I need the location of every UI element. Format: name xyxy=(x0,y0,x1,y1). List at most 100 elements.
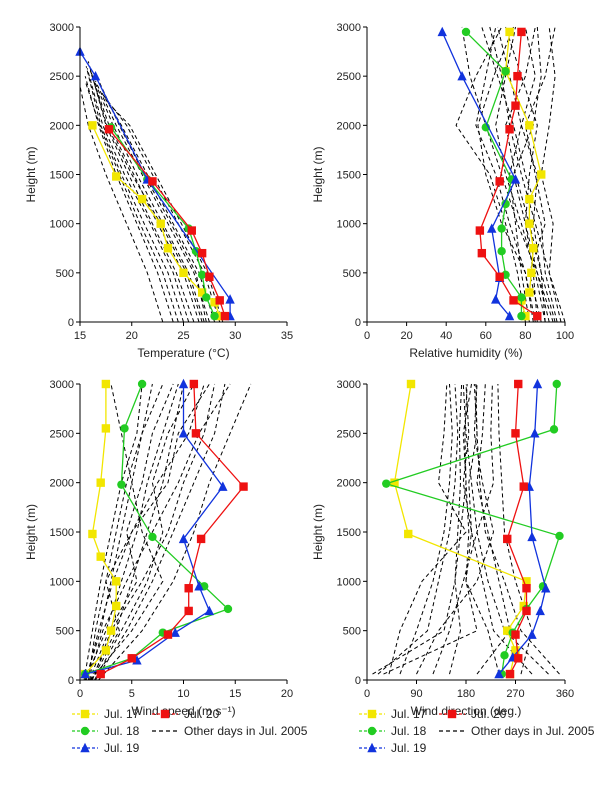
y-tick-label: 2500 xyxy=(50,428,74,440)
point-jul-18 xyxy=(497,224,506,233)
point-jul-19 xyxy=(80,668,90,679)
legend-entry: Jul. 18 xyxy=(72,724,140,738)
legend-marker xyxy=(80,709,90,719)
series-line-jul-18 xyxy=(465,31,523,317)
other-day-line-14 xyxy=(512,26,554,323)
point-jul-18 xyxy=(148,532,157,542)
x-tick-label: 35 xyxy=(281,330,293,342)
legend-label: Jul. 20 xyxy=(184,707,220,721)
panel-2: 0 500 1000 1500 2000 2500 3000 0 20 40 60 80 100 Rela… xyxy=(311,22,574,360)
point-jul-20 xyxy=(197,248,207,258)
y-tick-label: 0 xyxy=(355,675,361,687)
point-jul-18 xyxy=(137,379,147,389)
point-jul-17 xyxy=(163,244,173,253)
legend-label: Jul. 18 xyxy=(391,724,427,738)
point-jul-18 xyxy=(555,531,564,541)
point-jul-20 xyxy=(495,272,504,281)
point-jul-19 xyxy=(491,294,501,304)
point-jul-17 xyxy=(88,529,97,539)
point-jul-19 xyxy=(178,533,189,544)
other-day-line-3 xyxy=(85,66,184,323)
point-jul-17 xyxy=(96,552,105,561)
x-tick-label: 0 xyxy=(364,330,370,342)
point-jul-20 xyxy=(505,125,514,134)
x-tick-label: 30 xyxy=(229,330,241,342)
point-jul-19 xyxy=(541,583,551,593)
y-tick-label: 500 xyxy=(56,268,74,280)
other-day-line-12 xyxy=(477,26,534,323)
other-day-line-9 xyxy=(416,383,495,675)
other-day-line-10 xyxy=(94,383,195,681)
other-day-line-8 xyxy=(89,383,164,681)
point-jul-20 xyxy=(514,654,523,663)
y-tick-label: 1500 xyxy=(50,527,74,539)
point-jul-19 xyxy=(510,174,521,184)
point-jul-18 xyxy=(552,379,561,389)
x-tick-label: 180 xyxy=(457,688,475,700)
point-jul-20 xyxy=(191,429,201,438)
point-jul-17 xyxy=(525,219,534,228)
other-day-line-4 xyxy=(95,383,226,681)
y-tick-label: 3000 xyxy=(337,22,361,34)
point-jul-18 xyxy=(501,199,510,209)
point-jul-20 xyxy=(215,296,224,305)
x-axis-label: Temperature (°C) xyxy=(137,346,229,360)
other-day-line-10 xyxy=(475,383,560,675)
point-jul-19 xyxy=(178,428,189,438)
point-jul-20 xyxy=(509,296,518,305)
legend-entry: Jul. 19 xyxy=(72,741,140,755)
other-day-line-7 xyxy=(95,80,210,323)
point-jul-18 xyxy=(461,27,471,37)
point-jul-17 xyxy=(101,424,111,433)
y-tick-label: 500 xyxy=(343,268,361,280)
point-jul-17 xyxy=(156,219,165,228)
point-jul-20 xyxy=(184,606,193,616)
other-day-line-6 xyxy=(399,383,453,675)
legend-entry: Jul. 19 xyxy=(359,741,427,755)
point-jul-17 xyxy=(503,626,512,635)
panel-1: 0 500 1000 1500 2000 2500 3000 15 20 25 30 35 Temper… xyxy=(24,22,293,360)
point-jul-17 xyxy=(96,478,105,487)
point-jul-20 xyxy=(533,311,542,321)
other-day-line-12 xyxy=(464,383,500,675)
legend-entry: Jul. 20 xyxy=(439,707,507,721)
panel-4: 0 500 1000 1500 2000 2500 3000 0 90 180 270 360 Wind… xyxy=(311,378,574,718)
point-jul-17 xyxy=(112,577,121,586)
point-jul-19 xyxy=(457,70,467,81)
other-day-line-1 xyxy=(79,85,164,323)
legend-entry: Other days in Jul. 2005 xyxy=(152,724,308,738)
legend-entry: Other days in Jul. 2005 xyxy=(439,724,595,738)
x-tick-label: 270 xyxy=(506,688,524,700)
point-jul-19 xyxy=(194,581,204,591)
point-jul-17 xyxy=(106,626,116,635)
y-tick-label: 3000 xyxy=(50,379,74,391)
point-jul-17 xyxy=(112,601,121,611)
point-jul-20 xyxy=(104,125,114,134)
legend-marker xyxy=(447,709,457,719)
y-tick-label: 0 xyxy=(355,317,361,329)
point-jul-19 xyxy=(504,310,515,321)
legend-label: Jul. 18 xyxy=(104,724,140,738)
point-jul-19 xyxy=(170,627,180,637)
other-day-line-13 xyxy=(88,383,174,681)
point-jul-20 xyxy=(517,27,526,37)
y-tick-label: 2500 xyxy=(337,428,361,440)
y-axis-label: Height (m) xyxy=(311,504,325,560)
point-jul-17 xyxy=(537,170,546,179)
x-tick-label: 360 xyxy=(556,688,574,700)
y-tick-label: 3000 xyxy=(50,22,74,34)
point-jul-19 xyxy=(225,294,235,304)
point-jul-17 xyxy=(88,121,97,130)
y-axis-label: Height (m) xyxy=(24,504,38,560)
legend-2: Jul. 17 Jul. 20 Jul. 18 Other days in Jul. … xyxy=(359,707,595,755)
point-jul-18 xyxy=(501,67,510,76)
point-jul-20 xyxy=(514,379,523,389)
point-jul-19 xyxy=(90,70,101,81)
other-day-line-4 xyxy=(377,383,459,675)
other-day-line-5 xyxy=(462,383,533,675)
other-day-line-14 xyxy=(90,383,210,681)
other-day-line-1 xyxy=(372,383,472,675)
legend-marker xyxy=(80,742,90,753)
point-jul-19 xyxy=(487,223,497,233)
